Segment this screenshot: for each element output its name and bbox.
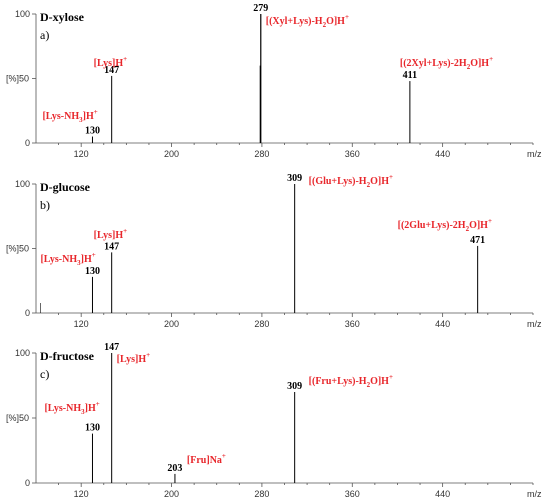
peak-label-309: 309: [287, 381, 302, 392]
y-tick-label: 0: [25, 308, 30, 318]
y-tick-label: 100: [15, 9, 30, 19]
x-axis-label: m/z: [527, 319, 542, 329]
peak-label-411: 411: [403, 70, 417, 81]
peak-label-147: 147: [104, 241, 119, 252]
peak-label-203: 203: [167, 463, 182, 474]
peak-label-130: 130: [85, 423, 100, 434]
y-tick-label: 0: [25, 478, 30, 488]
x-tick-label: 280: [254, 149, 269, 159]
y-axis-label: [%]50: [6, 74, 29, 84]
ion-label: [Fru]Na+: [187, 452, 226, 466]
ion-label: [Lys-NH3]H+: [40, 251, 95, 267]
panel-title: D-glucose: [40, 180, 91, 194]
peak-label-147: 147: [104, 342, 119, 353]
ion-label: [Lys-NH3]H+: [44, 400, 99, 416]
ion-label: [(Glu+Lys)-H2O]H+: [309, 173, 393, 189]
peak-label-309: 309: [287, 173, 302, 184]
ion-label: [Lys]H+: [94, 227, 127, 241]
x-tick-label: 360: [345, 489, 360, 499]
peak-label-147: 147: [104, 65, 119, 76]
ion-label: [(Fru+Lys)-H2O]H+: [309, 373, 393, 389]
panel-title: D-fructose: [40, 349, 95, 363]
x-tick-label: 120: [74, 489, 89, 499]
panel-letter: a): [40, 28, 49, 42]
x-tick-label: 120: [74, 319, 89, 329]
x-tick-label: 280: [254, 319, 269, 329]
peak-label-471: 471: [470, 235, 485, 246]
ion-label: [Lys]H+: [117, 351, 150, 365]
peak-label-130: 130: [85, 266, 100, 277]
x-tick-label: 440: [435, 489, 450, 499]
x-axis-label: m/z: [527, 149, 542, 159]
x-tick-label: 360: [345, 149, 360, 159]
x-tick-label: 440: [435, 319, 450, 329]
panel-title: D-xylose: [40, 10, 85, 24]
ion-label: [(2Glu+Lys)-2H2O]H+: [398, 217, 492, 233]
x-tick-label: 280: [254, 489, 269, 499]
y-axis-label: [%]50: [6, 413, 29, 423]
ion-label: [(Xyl+Lys)-H2O]H+: [266, 13, 349, 29]
y-axis-label: [%]50: [6, 244, 29, 254]
spectrum-panel-3: 0 100 [%]50 120 200 280 360 440 m/z D-fructose c) 1…: [6, 342, 542, 499]
x-tick-label: 200: [164, 489, 179, 499]
y-tick-label: 100: [15, 179, 30, 189]
ion-label: [(2Xyl+Lys)-2H2O]H+: [400, 55, 493, 71]
x-tick-label: 200: [164, 149, 179, 159]
y-tick-label: 0: [25, 138, 30, 148]
peak-label-279: 279: [253, 3, 268, 14]
x-tick-label: 200: [164, 319, 179, 329]
x-axis-label: m/z: [527, 489, 542, 499]
y-tick-label: 100: [15, 348, 30, 358]
spectrum-panel-2: 0 100 [%]50 120 200 280 360 440 m/z D-glucose b) 13…: [6, 173, 542, 329]
x-tick-label: 360: [345, 319, 360, 329]
x-tick-label: 120: [74, 149, 89, 159]
peak-label-130: 130: [85, 126, 100, 137]
spectrum-panel-1: 0 100 [%]50 120 200 280 360 440 m/z D-xylose a) 130…: [6, 3, 542, 159]
panel-letter: b): [40, 198, 50, 212]
ion-label: [Lys-NH3]H+: [42, 108, 97, 124]
x-tick-label: 440: [435, 149, 450, 159]
panel-letter: c): [40, 367, 49, 381]
ion-label: [Lys]H+: [94, 55, 127, 69]
